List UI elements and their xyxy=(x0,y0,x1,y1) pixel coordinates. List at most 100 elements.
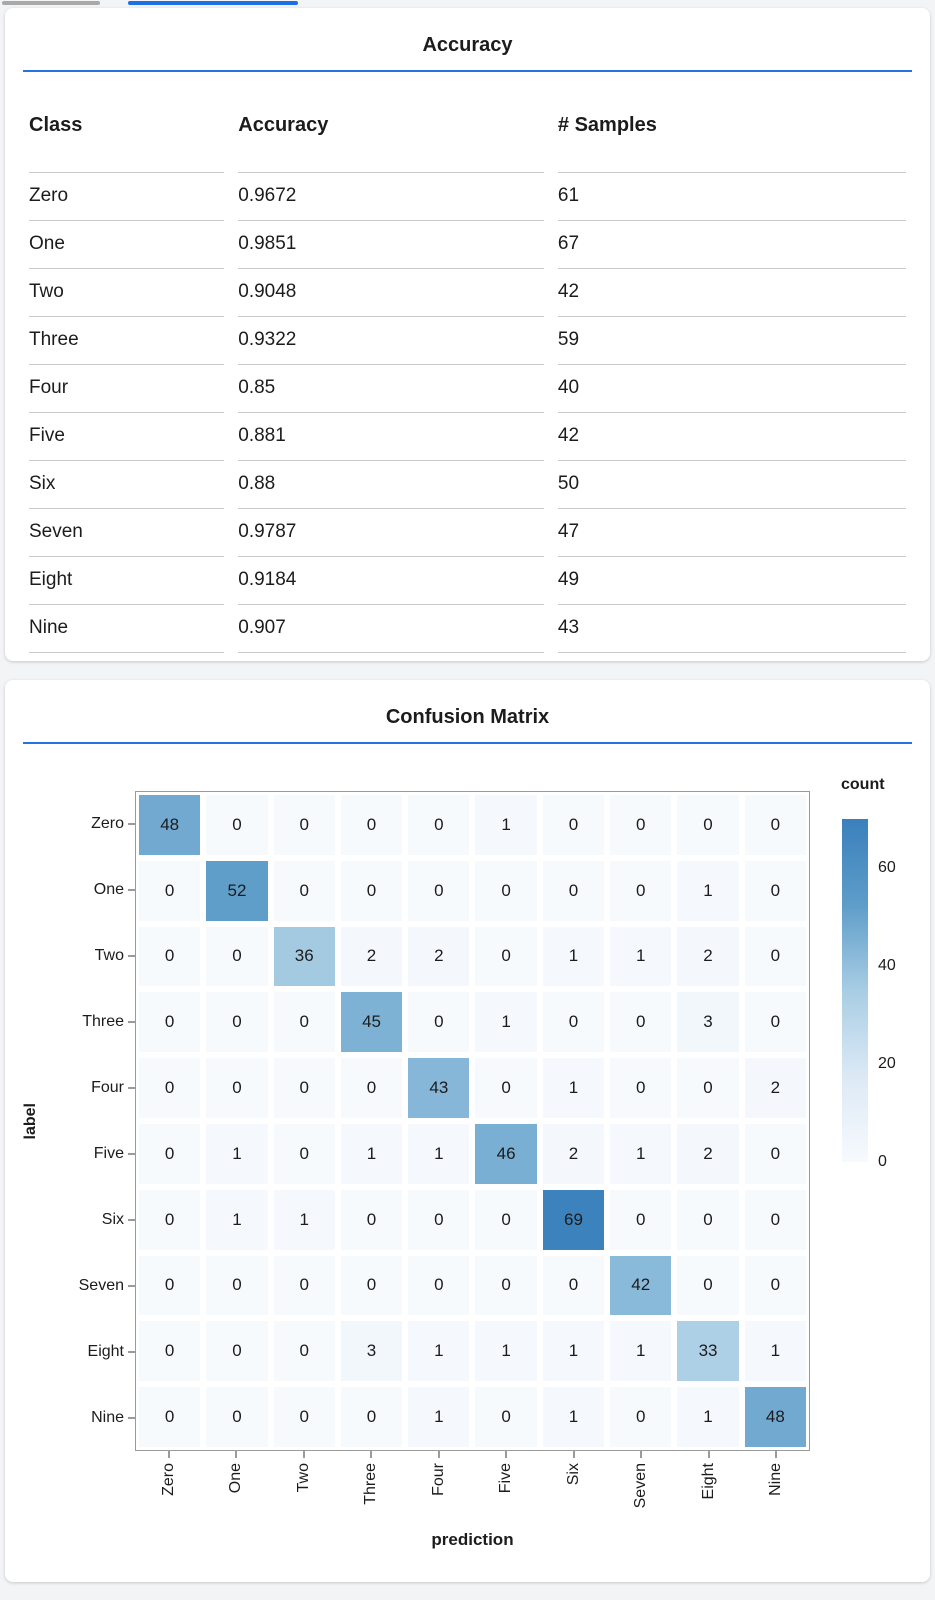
y-axis-tick xyxy=(128,823,135,825)
matrix-cell-two-four: 2 xyxy=(408,926,470,987)
matrix-cell-seven-eight: 0 xyxy=(677,1255,739,1316)
y-axis-tick xyxy=(128,1021,135,1023)
matrix-cell-two-seven: 1 xyxy=(610,926,672,987)
matrix-cell-four-nine: 2 xyxy=(744,1058,806,1118)
matrix-cell-one-one: 52 xyxy=(206,860,268,921)
matrix-cell-three-three: 45 xyxy=(340,992,403,1053)
table-cell: 0.9851 xyxy=(238,221,544,269)
matrix-cell-eight-four: 1 xyxy=(408,1321,470,1382)
matrix-cell-two-two: 36 xyxy=(273,926,335,987)
legend-tick-label-40: 40 xyxy=(878,957,896,974)
matrix-cell-zero-three: 0 xyxy=(340,795,403,855)
table-row-six: Six 0.88 50 xyxy=(29,461,906,509)
matrix-cell-six-nine: 0 xyxy=(744,1189,806,1250)
table-cell: 0.9322 xyxy=(238,317,544,365)
matrix-cell-three-six: 0 xyxy=(542,992,605,1053)
y-axis-label-five: Five xyxy=(93,1145,124,1162)
accuracy-card-title: Accuracy xyxy=(422,34,513,56)
matrix-cell-six-eight: 0 xyxy=(677,1189,739,1250)
matrix-cell-nine-seven: 0 xyxy=(610,1387,672,1447)
x-axis-label-three: Three xyxy=(362,1463,380,1505)
confusion-title-underline xyxy=(23,742,912,744)
table-cell: 47 xyxy=(557,509,906,557)
matrix-cell-two-eight: 2 xyxy=(677,926,739,987)
matrix-cell-three-two: 0 xyxy=(273,992,335,1053)
x-axis-tick xyxy=(572,1451,575,1458)
table-cell: 0.9787 xyxy=(238,509,544,557)
confusion-matrix-plot: 48 0 0 0 0 1 0 0 0 0 0 52 0 0 0 0 0 0 1 0 0 0 36 2 2 0 1 1 2 0 0 0 0 45 0 1… xyxy=(5,680,930,1582)
y-axis-label-six: Six xyxy=(101,1211,124,1228)
matrix-cell-five-two: 0 xyxy=(273,1123,335,1184)
matrix-cell-seven-six: 0 xyxy=(542,1255,605,1316)
x-axis-title: prediction xyxy=(431,1530,514,1549)
matrix-cell-seven-seven: 42 xyxy=(610,1255,672,1316)
matrix-cell-three-nine: 0 xyxy=(744,992,806,1053)
matrix-cell-nine-four: 1 xyxy=(408,1387,470,1447)
y-axis-tick xyxy=(128,1285,135,1287)
x-axis-label-five: Five xyxy=(497,1463,515,1494)
matrix-cell-eight-seven: 1 xyxy=(610,1321,672,1382)
table-cell: 0.9672 xyxy=(238,173,544,221)
table-row-two: Two 0.9048 42 xyxy=(29,269,906,317)
heatmap-grid: 48 0 0 0 0 1 0 0 0 0 0 52 0 0 0 0 0 0 1 0 0 0 36 2 2 0 1 1 2 0 0 0 0 45 0 1… xyxy=(135,791,810,1451)
x-axis-label-zero: Zero xyxy=(159,1463,177,1496)
table-cell: 0.881 xyxy=(238,413,544,461)
matrix-cell-four-five: 0 xyxy=(475,1058,537,1118)
matrix-cell-three-four: 0 xyxy=(408,992,470,1053)
x-axis-label-nine: Nine xyxy=(767,1463,785,1496)
matrix-cell-eight-two: 0 xyxy=(273,1321,335,1382)
legend-title: count xyxy=(841,776,885,793)
matrix-cell-one-six: 0 xyxy=(542,860,605,921)
matrix-cell-zero-two: 0 xyxy=(273,795,335,855)
matrix-cell-one-three: 0 xyxy=(340,860,403,921)
matrix-cell-zero-eight: 0 xyxy=(677,795,739,855)
x-axis-tick xyxy=(707,1451,710,1458)
table-row-five: Five 0.881 42 xyxy=(29,413,906,461)
matrix-cell-zero-seven: 0 xyxy=(610,795,672,855)
table-cell: 61 xyxy=(557,173,906,221)
x-axis-tick xyxy=(235,1451,238,1458)
x-axis-tick xyxy=(775,1451,778,1458)
y-axis-tick xyxy=(128,955,135,957)
y-axis-title: label xyxy=(22,1102,39,1140)
x-axis-tick xyxy=(437,1451,440,1458)
table-cell: Eight xyxy=(29,557,225,605)
y-axis-tick xyxy=(128,1087,135,1089)
x-axis-tick xyxy=(640,1451,643,1458)
matrix-cell-four-three: 0 xyxy=(340,1058,403,1118)
matrix-cell-eight-six: 1 xyxy=(542,1321,605,1382)
tab-indicator-active[interactable] xyxy=(128,1,298,5)
table-cell: 67 xyxy=(557,221,906,269)
matrix-cell-three-five: 1 xyxy=(475,992,537,1053)
confusion-matrix-card: Confusion Matrix 48 0 0 0 0 1 0 0 0 0 0 52 0 0 0 0 0 0 1 0 0… xyxy=(5,680,930,1582)
matrix-cell-nine-three: 0 xyxy=(340,1387,403,1447)
table-cell: Six xyxy=(29,461,225,509)
accuracy-card: Accuracy Class Accuracy # Samples Zero 0.96… xyxy=(5,8,930,661)
matrix-cell-two-nine: 0 xyxy=(744,926,806,987)
matrix-cell-four-four: 43 xyxy=(408,1058,470,1118)
y-axis-label-one: One xyxy=(93,881,124,898)
matrix-cell-seven-five: 0 xyxy=(475,1255,537,1316)
matrix-cell-five-seven: 1 xyxy=(610,1123,672,1184)
matrix-cell-three-zero: 0 xyxy=(139,992,201,1053)
matrix-cell-five-five: 46 xyxy=(475,1123,537,1184)
tab-indicator-inactive[interactable] xyxy=(2,1,100,5)
table-cell: 42 xyxy=(557,269,906,317)
confusion-matrix-card-title: Confusion Matrix xyxy=(385,706,550,728)
accuracy-title-underline xyxy=(23,70,912,72)
matrix-cell-six-six: 69 xyxy=(542,1189,605,1250)
matrix-cell-nine-eight: 1 xyxy=(677,1387,739,1447)
table-cell: 0.907 xyxy=(238,605,544,653)
matrix-cell-zero-one: 0 xyxy=(206,795,268,855)
table-cell: 43 xyxy=(557,605,906,653)
matrix-cell-nine-six: 1 xyxy=(542,1387,605,1447)
table-cell: Four xyxy=(29,365,225,413)
matrix-cell-one-eight: 1 xyxy=(677,860,739,921)
legend-tick-label-20: 20 xyxy=(878,1055,896,1072)
table-cell: 0.9184 xyxy=(238,557,544,605)
table-cell: 0.9048 xyxy=(238,269,544,317)
matrix-cell-seven-four: 0 xyxy=(408,1255,470,1316)
table-cell: 40 xyxy=(557,365,906,413)
x-axis-label-two: Two xyxy=(294,1463,312,1493)
column-header-accuracy: Accuracy xyxy=(238,84,544,173)
